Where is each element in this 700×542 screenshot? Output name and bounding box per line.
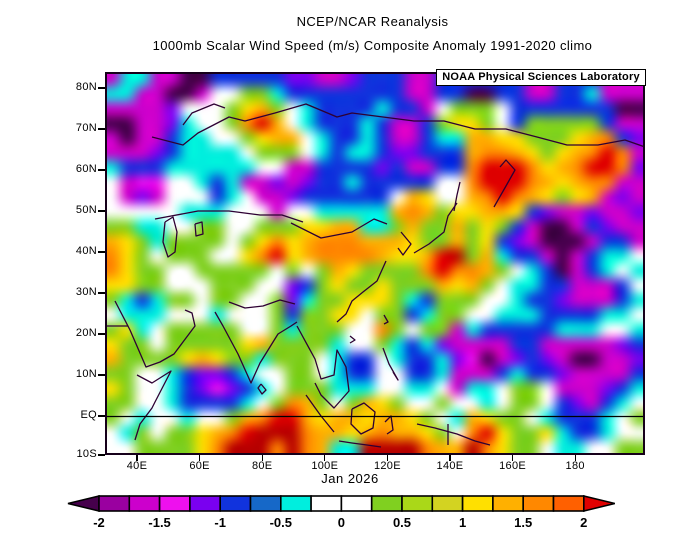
- lon-tick-mark: [198, 455, 201, 461]
- lon-tick-label: 100E: [311, 460, 339, 472]
- lat-tick-label: 10S: [76, 448, 97, 460]
- lon-tick-mark: [261, 455, 263, 461]
- colorbar-cell: [128, 495, 161, 512]
- map-plot-area: [105, 72, 645, 455]
- lon-tick-label: 140E: [436, 460, 464, 472]
- lat-tick-label: 40N: [75, 245, 97, 257]
- lat-tick-label: EQ: [80, 409, 97, 421]
- lon-tick-label: 180: [565, 460, 585, 472]
- colorbar-tick-label: -2: [93, 515, 105, 530]
- wind-speed-anomaly-field: [105, 72, 645, 455]
- colorbar-cell: [98, 495, 131, 512]
- colorbar-right-arrow: [582, 494, 615, 513]
- lat-tick-label: 20N: [75, 327, 97, 339]
- lon-tick-label: 80E: [251, 460, 273, 472]
- lat-tick-label: 10N: [75, 368, 97, 380]
- lat-tick-label: 30N: [75, 286, 97, 298]
- colorbar-cell: [431, 495, 464, 512]
- colorbar-left-arrow: [67, 494, 100, 513]
- lat-tick-label: 80N: [75, 81, 97, 93]
- lat-tick-mark: [98, 374, 105, 376]
- lat-tick-mark: [98, 210, 105, 212]
- colorbar-cell: [522, 495, 555, 512]
- date-label: Jan 2026: [321, 471, 379, 486]
- lon-tick-mark: [136, 455, 138, 461]
- lat-tick-mark: [98, 169, 105, 171]
- colorbar-tick-label: 1: [459, 515, 466, 530]
- colorbar-cell: [461, 495, 494, 512]
- colorbar-cell: [219, 495, 252, 512]
- colorbar-cell: [310, 495, 343, 512]
- lat-tick-label: 70N: [75, 122, 97, 134]
- lon-tick-label: 40E: [126, 460, 148, 472]
- lon-tick-label: 160E: [499, 460, 527, 472]
- colorbar-tick-label: 2: [580, 515, 587, 530]
- colorbar-cell: [279, 495, 312, 512]
- colorbar-cell: [340, 495, 373, 512]
- lat-tick-mark: [98, 415, 105, 417]
- colorbar-cell: [249, 495, 282, 512]
- colorbar-legend: -2 -1.5 -1 -0.5 0 0.5 1 1.5 2: [67, 494, 615, 530]
- colorbar-cell: [370, 495, 403, 512]
- colorbar-cell: [158, 495, 191, 512]
- lat-tick-mark: [98, 454, 105, 456]
- lat-tick-mark: [98, 128, 105, 130]
- colorbar-cell: [552, 495, 585, 512]
- colorbar-tick-label: 0: [338, 515, 345, 530]
- lat-tick-mark: [98, 333, 105, 335]
- lon-tick-label: 120E: [373, 460, 401, 472]
- colorbar-tick-label: -1: [214, 515, 226, 530]
- lon-tick-mark: [324, 455, 326, 461]
- lon-tick-mark: [574, 455, 576, 461]
- lat-tick-mark: [98, 87, 105, 89]
- lat-tick-label: 60N: [75, 163, 97, 175]
- colorbar-cell: [401, 495, 434, 512]
- page-title: NCEP/NCAR Reanalysis: [296, 14, 449, 29]
- noaa-psl-branding-box: NOAA Physical Sciences Laboratory: [436, 69, 646, 86]
- lon-tick-mark: [386, 455, 389, 461]
- lon-tick-mark: [449, 455, 451, 461]
- page-subtitle: 1000mb Scalar Wind Speed (m/s) Composite…: [152, 38, 593, 53]
- colorbar-tick-label: -0.5: [270, 515, 292, 530]
- lat-tick-mark: [98, 251, 105, 253]
- colorbar-tick-label: -1.5: [148, 515, 170, 530]
- colorbar-tick-label: 0.5: [393, 515, 411, 530]
- lat-tick-mark: [98, 292, 105, 294]
- colorbar-tick-label: 1.5: [514, 515, 532, 530]
- lat-tick-label: 50N: [75, 204, 97, 216]
- lon-tick-mark: [511, 455, 514, 461]
- colorbar-cell: [189, 495, 221, 512]
- lon-tick-label: 60E: [189, 460, 210, 472]
- colorbar-cell: [492, 495, 524, 512]
